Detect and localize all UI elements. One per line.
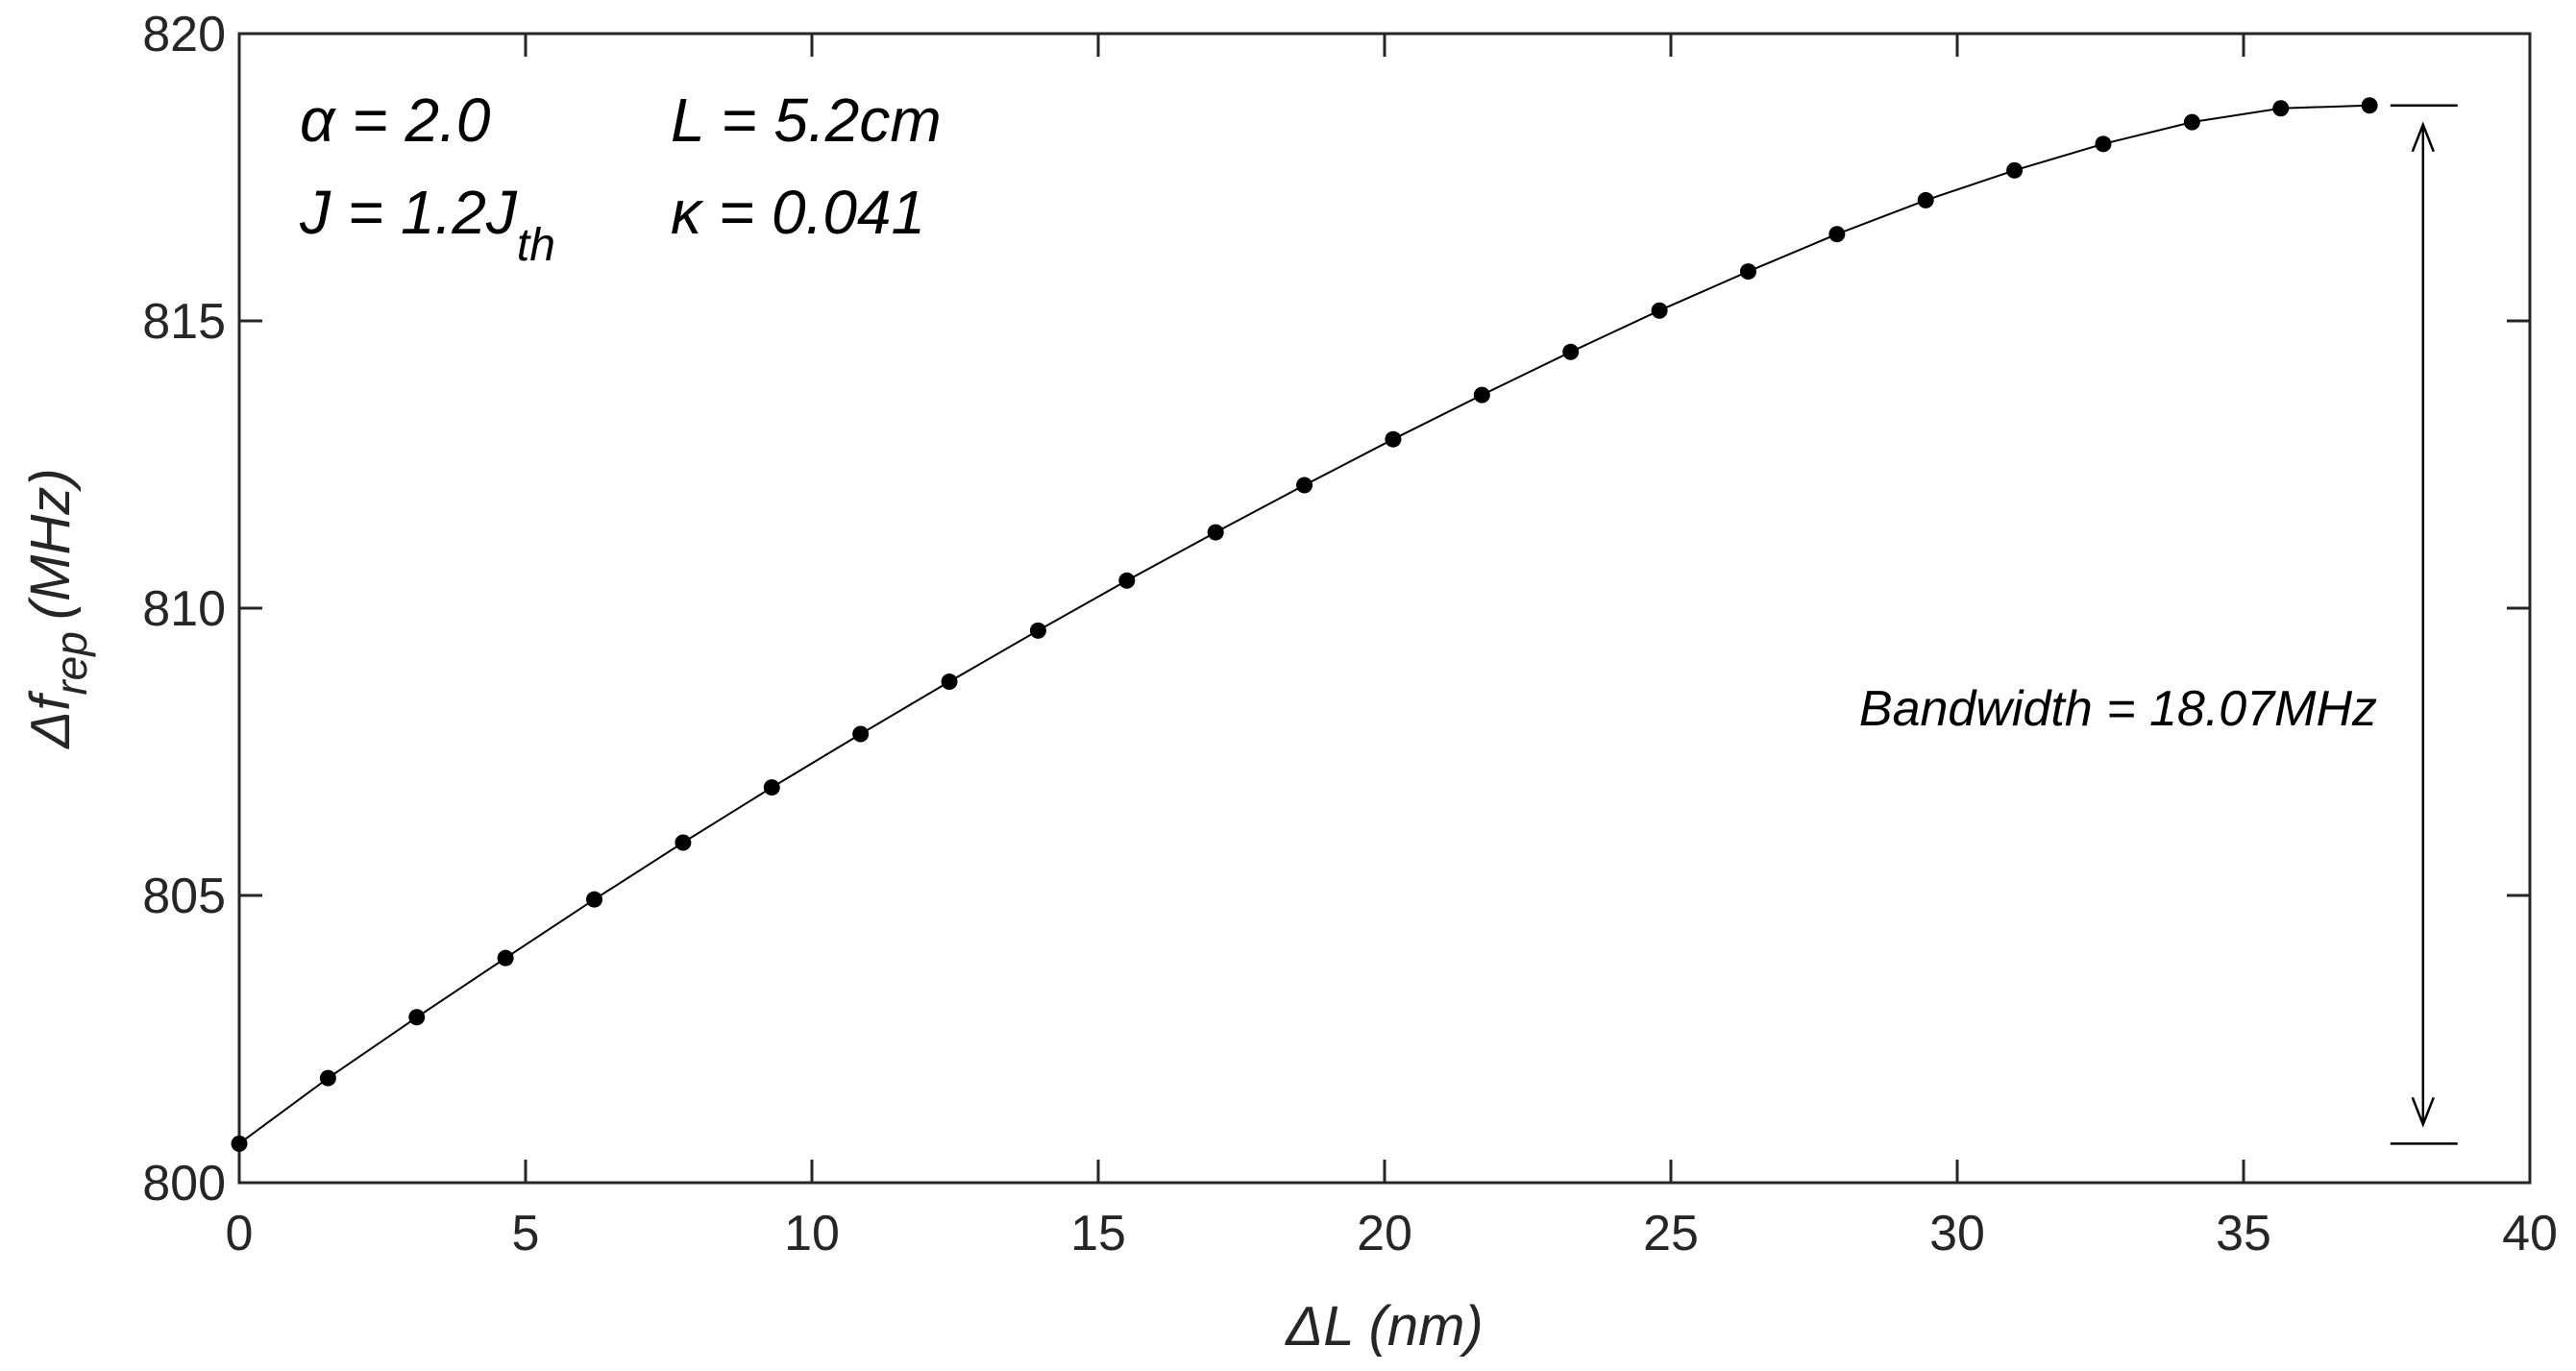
- data-point: [1739, 263, 1756, 281]
- data-point: [408, 1009, 426, 1026]
- y-axis-title: Δfrep(MHz): [19, 468, 96, 749]
- data-point: [852, 725, 870, 743]
- y-tick-label: 815: [142, 294, 226, 350]
- x-tick-label: 20: [1357, 1206, 1412, 1261]
- bandwidth-indicator: [2390, 104, 2458, 1145]
- data-point: [2006, 161, 2024, 179]
- annotation-length: L = 5.2cm: [671, 86, 942, 155]
- data-point: [675, 834, 692, 851]
- y-axis-ticks: 800 805 810 815 820: [142, 7, 2530, 1212]
- data-point: [1917, 191, 1934, 208]
- annotation-current: J = 1.2Jth: [299, 178, 555, 271]
- y-tick-label: 800: [142, 1156, 226, 1212]
- data-point: [1118, 572, 1136, 589]
- data-point: [2272, 100, 2290, 117]
- data-point: [941, 673, 958, 691]
- data-point: [319, 1069, 336, 1087]
- bandwidth-arrow-head-up: [2411, 121, 2435, 153]
- data-point: [1562, 343, 1580, 360]
- data-point: [2183, 113, 2200, 131]
- y-tick-label: 810: [142, 581, 226, 637]
- data-point: [1473, 386, 1490, 404]
- data-point: [763, 779, 780, 796]
- annotation-alpha: α = 2.0: [300, 86, 491, 155]
- bandwidth-arrow-head-down: [2411, 1096, 2435, 1128]
- data-point: [1828, 226, 1846, 243]
- data-point: [231, 1135, 248, 1152]
- x-tick-label: 10: [784, 1206, 840, 1261]
- data-point: [2361, 97, 2378, 114]
- x-tick-label: 35: [2216, 1206, 2271, 1261]
- data-point: [1029, 622, 1046, 639]
- data-point: [586, 891, 603, 908]
- x-tick-label: 15: [1070, 1206, 1126, 1261]
- data-point: [497, 949, 514, 967]
- x-axis-title: ΔL (nm): [1284, 1295, 1483, 1358]
- data-point: [1296, 477, 1313, 494]
- x-tick-label: 5: [512, 1206, 540, 1261]
- annotation-kappa: κ = 0.041: [671, 178, 925, 247]
- x-tick-label: 30: [1929, 1206, 1985, 1261]
- x-tick-label: 25: [1643, 1206, 1699, 1261]
- series-layer: [231, 97, 2378, 1152]
- y-tick-label: 820: [142, 7, 226, 62]
- data-point: [2095, 135, 2112, 153]
- data-point: [1385, 430, 1402, 448]
- data-point: [1651, 302, 1668, 319]
- x-axis-ticks: 0 5 10 15 20 25 30 35 40: [226, 34, 2558, 1261]
- x-tick-label: 0: [226, 1206, 254, 1261]
- bandwidth-label: Bandwidth = 18.07MHz: [1859, 681, 2377, 737]
- y-tick-label: 805: [142, 869, 226, 924]
- plot-area: [237, 32, 2532, 1185]
- data-point: [1207, 524, 1224, 541]
- x-tick-label: 40: [2502, 1206, 2558, 1261]
